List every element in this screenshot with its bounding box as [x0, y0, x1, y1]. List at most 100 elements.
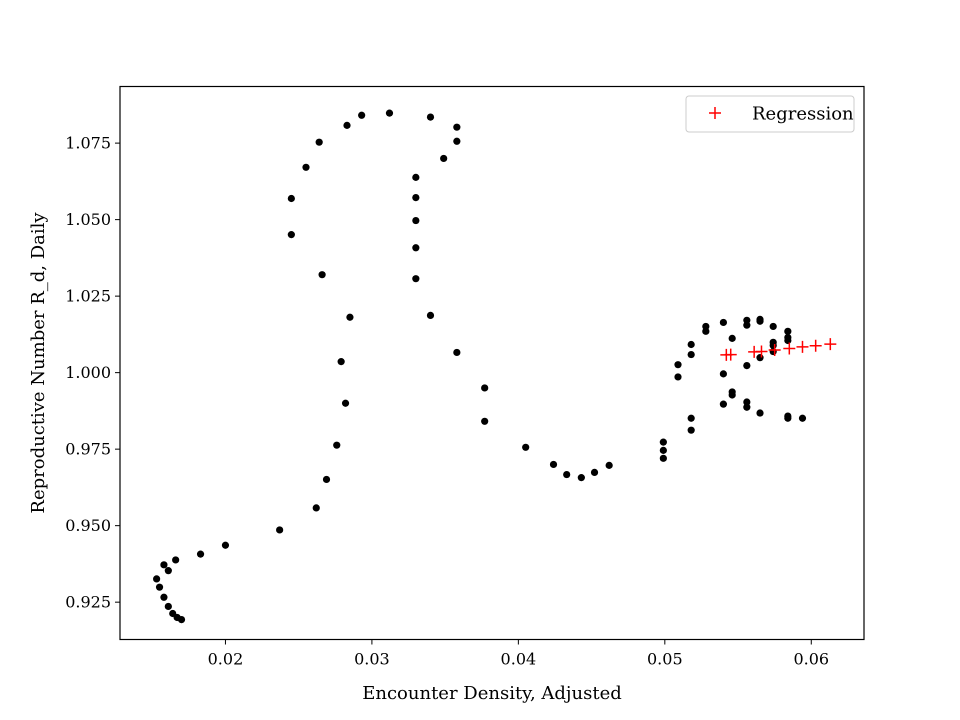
regression-point [755, 345, 768, 358]
data-point [453, 123, 461, 131]
y-tick-label: 1.075 [65, 134, 111, 153]
data-point [702, 322, 710, 331]
data-point [756, 354, 764, 362]
data-point [346, 313, 354, 321]
x-tick-label: 0.04 [501, 650, 537, 669]
data-point [322, 475, 331, 484]
data-point [687, 340, 695, 349]
data-point [743, 398, 751, 406]
regression-point [809, 339, 822, 352]
data-point [743, 403, 751, 411]
data-point [164, 602, 172, 611]
data-point [453, 348, 461, 357]
data-point [659, 446, 667, 454]
data-point [756, 409, 764, 417]
data-point [343, 121, 351, 129]
data-point [798, 414, 807, 422]
x-tick-label: 0.05 [647, 650, 683, 669]
data-point [769, 347, 777, 356]
data-point [426, 113, 435, 121]
data-point [153, 575, 161, 583]
data-point [769, 341, 777, 350]
y-tick-label: 1.025 [65, 287, 111, 306]
data-point [160, 561, 168, 569]
data-point [605, 461, 613, 469]
regression-point [768, 343, 781, 356]
y-tick-label: 0.925 [65, 593, 111, 612]
x-tick-label: 0.06 [793, 650, 829, 669]
data-point [687, 350, 695, 359]
data-point [312, 504, 320, 512]
data-point [287, 231, 295, 239]
regression-point [724, 348, 737, 361]
data-point [784, 336, 792, 345]
data-point [719, 400, 728, 408]
data-point [160, 593, 168, 601]
y-tick-label: 1.000 [65, 363, 111, 382]
data-point [674, 361, 682, 369]
legend: Regression [685, 95, 855, 133]
data-point [481, 384, 489, 392]
data-point [221, 541, 230, 549]
data-point [674, 373, 682, 381]
axis-ticks: 0.02 0.03 0.04 0.05 0.06 0.925 0.950 0.975 1.000… [65, 134, 829, 669]
data-point [756, 317, 764, 325]
data-point [412, 216, 420, 225]
data-point [169, 609, 177, 618]
y-tick-label: 0.975 [65, 440, 111, 459]
data-point [590, 468, 599, 477]
data-point [719, 318, 728, 327]
data-point [549, 460, 558, 469]
data-point [784, 414, 792, 422]
data-point [453, 137, 461, 145]
data-point [743, 321, 751, 329]
data-point [164, 567, 172, 575]
data-point [728, 388, 736, 396]
data-point [440, 154, 448, 163]
data-point [385, 109, 394, 117]
data-point [522, 443, 530, 451]
x-axis-label: Encounter Density, Adjusted [362, 683, 622, 704]
data-point [412, 275, 420, 283]
data-point [769, 322, 777, 331]
regression-point [824, 338, 837, 351]
data-point [333, 441, 341, 449]
data-point [728, 334, 736, 342]
data-point [287, 194, 295, 203]
data-point [659, 454, 667, 462]
data-point [687, 414, 695, 422]
y-tick-label: 0.950 [65, 516, 111, 535]
data-point [743, 362, 751, 370]
data-point [412, 244, 420, 252]
data-point [337, 358, 345, 366]
data-point [481, 417, 489, 425]
data-point [276, 526, 284, 534]
legend-label-regression: Regression [752, 104, 854, 125]
data-point [412, 193, 420, 202]
series-observed [153, 109, 807, 624]
data-point [341, 399, 350, 407]
data-point [563, 470, 571, 479]
data-point [358, 111, 366, 119]
data-point [315, 138, 323, 146]
axes-frame [119, 85, 865, 641]
data-point [172, 556, 180, 564]
regression-point [796, 340, 809, 353]
plot-area [153, 109, 837, 624]
data-point [719, 370, 728, 378]
legend-box [685, 95, 855, 133]
data-point [577, 474, 585, 482]
series-regression [720, 338, 837, 361]
x-tick-label: 0.03 [354, 650, 390, 669]
regression-point [783, 342, 796, 355]
y-tick-label: 1.050 [65, 210, 111, 229]
x-tick-label: 0.02 [208, 650, 244, 669]
data-point [659, 438, 667, 446]
data-point [687, 426, 695, 434]
legend-marker-regression [709, 107, 721, 119]
data-point [318, 271, 326, 279]
data-point [784, 327, 792, 335]
data-point [412, 173, 420, 181]
data-point [155, 583, 164, 591]
